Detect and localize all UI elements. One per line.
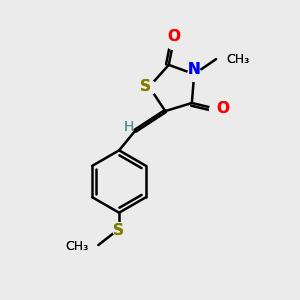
Text: CH₃: CH₃ [65,240,88,253]
Text: S: S [112,223,123,238]
Text: S: S [112,223,123,238]
Text: O: O [167,29,180,44]
Text: S: S [140,79,151,94]
Text: H: H [124,120,134,134]
Text: CH₃: CH₃ [226,52,250,66]
Text: CH₃: CH₃ [65,240,88,253]
Text: O: O [216,101,229,116]
Text: H: H [124,120,134,134]
Text: CH₃: CH₃ [226,52,250,66]
Text: N: N [188,61,201,76]
Text: O: O [216,101,229,116]
Text: N: N [188,61,201,76]
Text: O: O [167,29,180,44]
Text: S: S [140,79,151,94]
